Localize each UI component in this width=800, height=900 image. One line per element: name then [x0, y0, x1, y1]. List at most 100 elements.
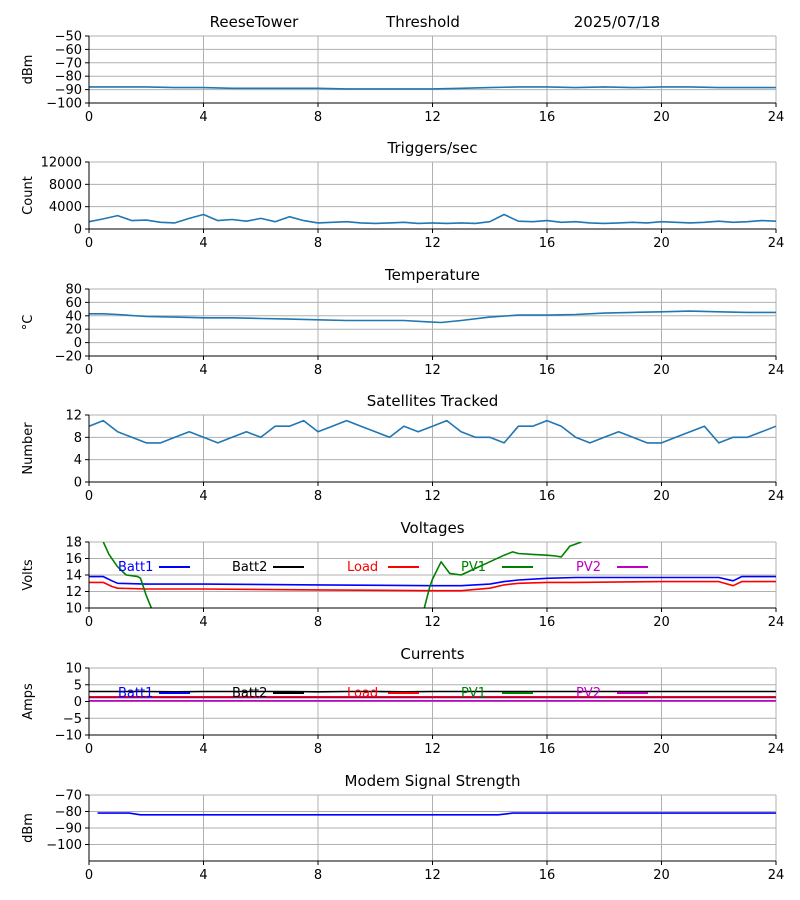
- x-tick-label: 8: [314, 615, 322, 630]
- x-tick-label: 24: [768, 615, 785, 630]
- x-tick-label: 20: [653, 236, 670, 251]
- legend-label-batt1: Batt1: [118, 560, 153, 575]
- chart-title: Modem Signal Strength: [345, 772, 521, 790]
- header-date: 2025/07/18: [574, 13, 660, 31]
- chart-title: Satellites Tracked: [367, 392, 498, 410]
- legend-label-batt2: Batt2: [232, 686, 267, 701]
- y-tick-label: −70: [55, 789, 82, 804]
- chart-title: Voltages: [400, 519, 464, 537]
- legend-label-pv2: PV2: [576, 560, 601, 575]
- x-tick-label: 0: [85, 489, 93, 504]
- plot-area: [97, 812, 776, 816]
- y-tick-label: 10: [65, 602, 82, 617]
- x-tick-label: 24: [768, 236, 785, 251]
- plot-area: [89, 690, 776, 702]
- x-tick-label: 16: [539, 489, 556, 504]
- x-tick-label: 16: [539, 363, 556, 378]
- y-axis-label: dBm: [21, 813, 36, 843]
- x-tick-label: 12: [424, 742, 441, 757]
- legend-label-load: Load: [347, 686, 378, 701]
- y-tick-label: −70: [55, 56, 82, 71]
- y-tick-label: 0: [74, 336, 82, 351]
- x-tick-label: 8: [314, 363, 322, 378]
- x-tick-label: 4: [199, 868, 207, 883]
- x-tick-label: 16: [539, 868, 556, 883]
- series-line-main: [89, 86, 776, 90]
- header-station: ReeseTower: [210, 13, 300, 31]
- x-tick-label: 24: [768, 489, 785, 504]
- y-tick-label: −90: [55, 83, 82, 98]
- y-tick-label: 80: [65, 283, 82, 298]
- x-tick-label: 0: [85, 363, 93, 378]
- y-tick-label: 0: [74, 223, 82, 238]
- y-tick-label: −60: [55, 43, 82, 58]
- plot-area: [89, 86, 776, 90]
- chart-panel-satellites: 0 4 8 12 16 20 24 0 4 8 12 Satellites Tracked Number: [21, 392, 784, 504]
- plot-area: [89, 310, 776, 324]
- x-tick-label: 8: [314, 236, 322, 251]
- chart-panel-threshold: 0 4 8 12 16 20 24 −100−90−80−70−60−50 dBm: [21, 30, 784, 126]
- x-tick-label: 20: [653, 363, 670, 378]
- y-axis-label: Number: [21, 422, 36, 475]
- x-tick-label: 0: [85, 110, 93, 125]
- x-tick-label: 16: [539, 110, 556, 125]
- y-tick-label: 10: [65, 662, 82, 677]
- x-tick-label: 4: [199, 615, 207, 630]
- x-tick-label: 16: [539, 742, 556, 757]
- y-tick-label: −10: [55, 729, 82, 744]
- legend-label-batt1: Batt1: [118, 686, 153, 701]
- series-line-batt1: [89, 575, 776, 587]
- y-tick-label: −100: [46, 97, 82, 112]
- y-tick-label: −20: [55, 350, 82, 365]
- y-tick-label: −80: [55, 805, 82, 820]
- y-axis-label: dBm: [21, 55, 36, 85]
- series-line-main: [89, 213, 776, 225]
- x-tick-label: 20: [653, 615, 670, 630]
- chart-panel-triggers: 0 4 8 12 16 20 24 0 4000 8000 12000 Triggers/sec Cou…: [21, 139, 784, 251]
- y-tick-label: 12: [65, 409, 82, 424]
- legend-label-batt2: Batt2: [232, 560, 267, 575]
- y-tick-label: 12: [65, 585, 82, 600]
- y-tick-label: 18: [65, 536, 82, 551]
- series-line-main: [97, 812, 776, 816]
- legend-label-pv1: PV1: [461, 560, 486, 575]
- y-tick-label: −50: [55, 30, 82, 45]
- y-axis-label: Volts: [21, 559, 36, 591]
- y-tick-label: −90: [55, 822, 82, 837]
- y-tick-label: 40: [65, 309, 82, 324]
- y-axis-label: Amps: [21, 683, 36, 720]
- x-tick-label: 20: [653, 742, 670, 757]
- y-tick-label: −80: [55, 70, 82, 85]
- x-tick-label: 24: [768, 110, 785, 125]
- x-tick-label: 20: [653, 110, 670, 125]
- series-line-load: [89, 580, 776, 592]
- x-tick-label: 4: [199, 236, 207, 251]
- plot-area: [89, 542, 776, 608]
- chart-title: Temperature: [384, 266, 480, 284]
- y-tick-label: 12000: [41, 156, 82, 171]
- chart-panel-modem: 0 4 8 12 16 20 24 −100−90 −80−70 Modem Signal Str…: [21, 772, 784, 883]
- y-tick-label: 16: [65, 552, 82, 567]
- header-metric: Threshold: [385, 13, 460, 31]
- x-tick-label: 4: [199, 489, 207, 504]
- x-tick-label: 4: [199, 742, 207, 757]
- y-tick-label: 14: [65, 569, 82, 584]
- x-tick-label: 12: [424, 868, 441, 883]
- y-tick-label: 8: [74, 431, 82, 446]
- x-tick-label: 0: [85, 868, 93, 883]
- x-tick-label: 24: [768, 868, 785, 883]
- y-tick-label: 4: [74, 453, 82, 468]
- y-axis-label: °C: [21, 315, 36, 331]
- plot-area: [89, 213, 776, 225]
- plot-area: [89, 419, 776, 444]
- x-tick-label: 12: [424, 110, 441, 125]
- series-line-pv1: [102, 542, 582, 608]
- y-tick-label: 0: [74, 476, 82, 491]
- x-tick-label: 16: [539, 236, 556, 251]
- x-tick-label: 12: [424, 489, 441, 504]
- x-tick-label: 16: [539, 615, 556, 630]
- header: ReeseTower Threshold 2025/07/18: [210, 13, 661, 31]
